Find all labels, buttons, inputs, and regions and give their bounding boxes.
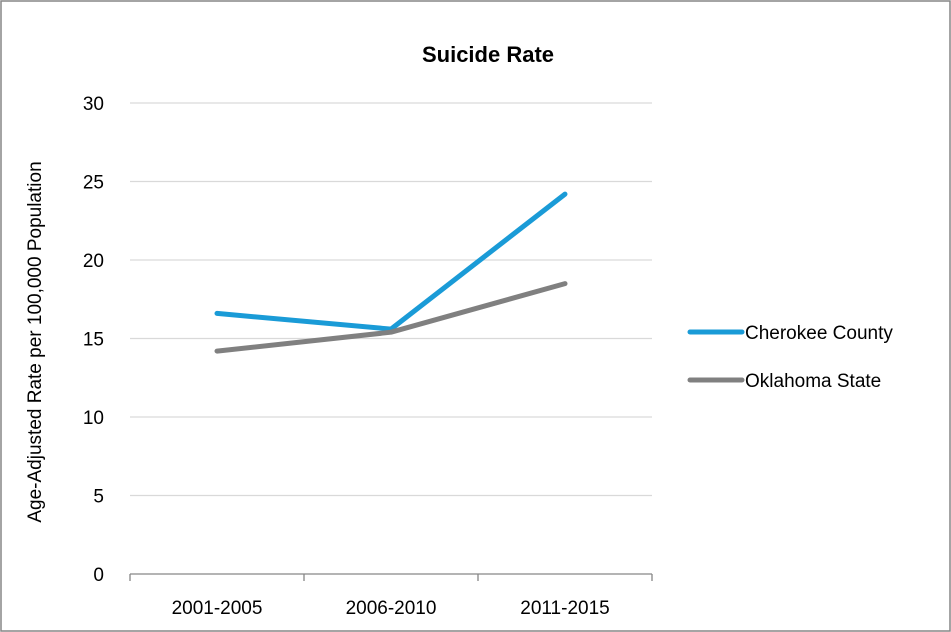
series-line-1 xyxy=(214,191,568,332)
y-tick-label: 30 xyxy=(83,94,104,115)
chart-title: Suicide Rate xyxy=(422,42,554,67)
y-tick-label: 20 xyxy=(83,251,104,272)
x-ticks xyxy=(129,574,653,581)
y-tick-label: 5 xyxy=(93,487,104,508)
x-tick-labels: 2001-2005 2006-2010 2011-2015 xyxy=(172,598,610,619)
y-axis-title: Age-Adjusted Rate per 100,000 Population xyxy=(25,161,46,522)
y-tick-label: 15 xyxy=(83,330,104,351)
y-tick-label: 25 xyxy=(83,173,104,194)
x-tick-label: 2011-2015 xyxy=(520,598,609,619)
x-tick-label: 2006-2010 xyxy=(346,598,437,619)
series-lines xyxy=(214,191,568,354)
series-line-2 xyxy=(214,281,568,354)
y-tick-labels: 0 5 10 15 20 25 30 xyxy=(83,94,104,586)
y-tick-label: 10 xyxy=(83,408,104,429)
plot-area: 0 5 10 15 20 25 30 2001-2005 2006-2010 2011-2015 xyxy=(83,94,653,619)
x-tick-label: 2001-2005 xyxy=(172,598,263,619)
legend: Cherokee County Oklahoma State xyxy=(687,323,893,392)
y-tick-label: 0 xyxy=(93,565,104,586)
legend-label: Oklahoma State xyxy=(745,371,881,392)
legend-label: Cherokee County xyxy=(745,323,893,344)
gridlines xyxy=(130,102,652,497)
